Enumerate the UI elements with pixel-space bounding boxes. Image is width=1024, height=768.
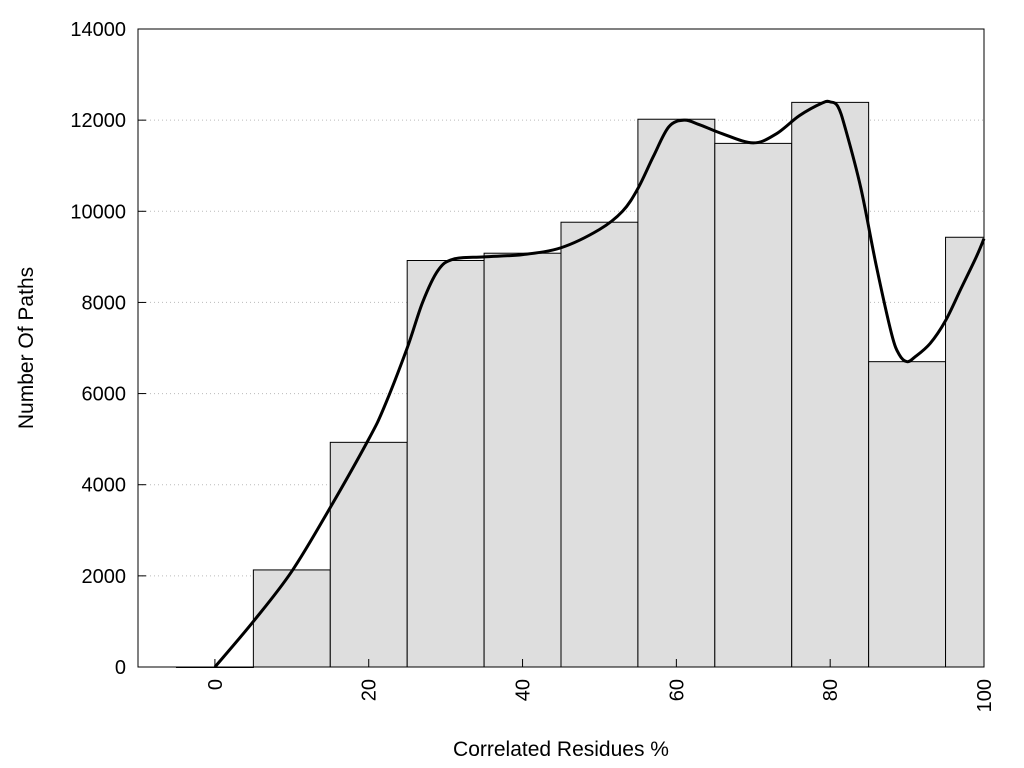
y-tick-label: 6000 xyxy=(82,384,127,406)
y-tick-label: 14000 xyxy=(70,19,126,41)
bar xyxy=(252,569,331,668)
bar xyxy=(868,361,947,668)
y-axis-title: Number Of Paths xyxy=(15,267,38,429)
y-tick-label: 12000 xyxy=(70,110,126,132)
x-tick-label: 60 xyxy=(666,679,688,701)
x-tick-label: 40 xyxy=(513,679,535,701)
y-tick-label: 0 xyxy=(115,657,126,679)
bar xyxy=(791,101,870,668)
bar xyxy=(714,142,793,668)
bars xyxy=(175,101,985,668)
y-tick-label: 4000 xyxy=(82,475,127,497)
bar xyxy=(483,252,562,668)
y-tick-label: 2000 xyxy=(82,566,127,588)
x-axis-ticks: 0 20 40 60 80 100 xyxy=(205,659,996,712)
y-axis-ticks: 0 2000 4000 6000 8000 10000 12000 14000 xyxy=(70,19,146,679)
bar xyxy=(329,441,408,668)
bar xyxy=(560,221,639,668)
bar xyxy=(945,236,985,668)
y-tick-label: 10000 xyxy=(70,201,126,223)
fit-curve xyxy=(213,99,986,668)
bar xyxy=(637,118,716,668)
x-tick-label: 0 xyxy=(205,679,227,690)
x-axis-title: Correlated Residues % xyxy=(453,738,669,761)
y-tick-label: 8000 xyxy=(82,292,127,314)
x-tick-label: 100 xyxy=(974,679,996,712)
fit-curve-layer xyxy=(213,99,986,668)
x-tick-label: 20 xyxy=(359,679,381,701)
x-tick-label: 80 xyxy=(820,679,842,701)
plot-frame xyxy=(137,28,985,668)
bar xyxy=(406,260,485,668)
